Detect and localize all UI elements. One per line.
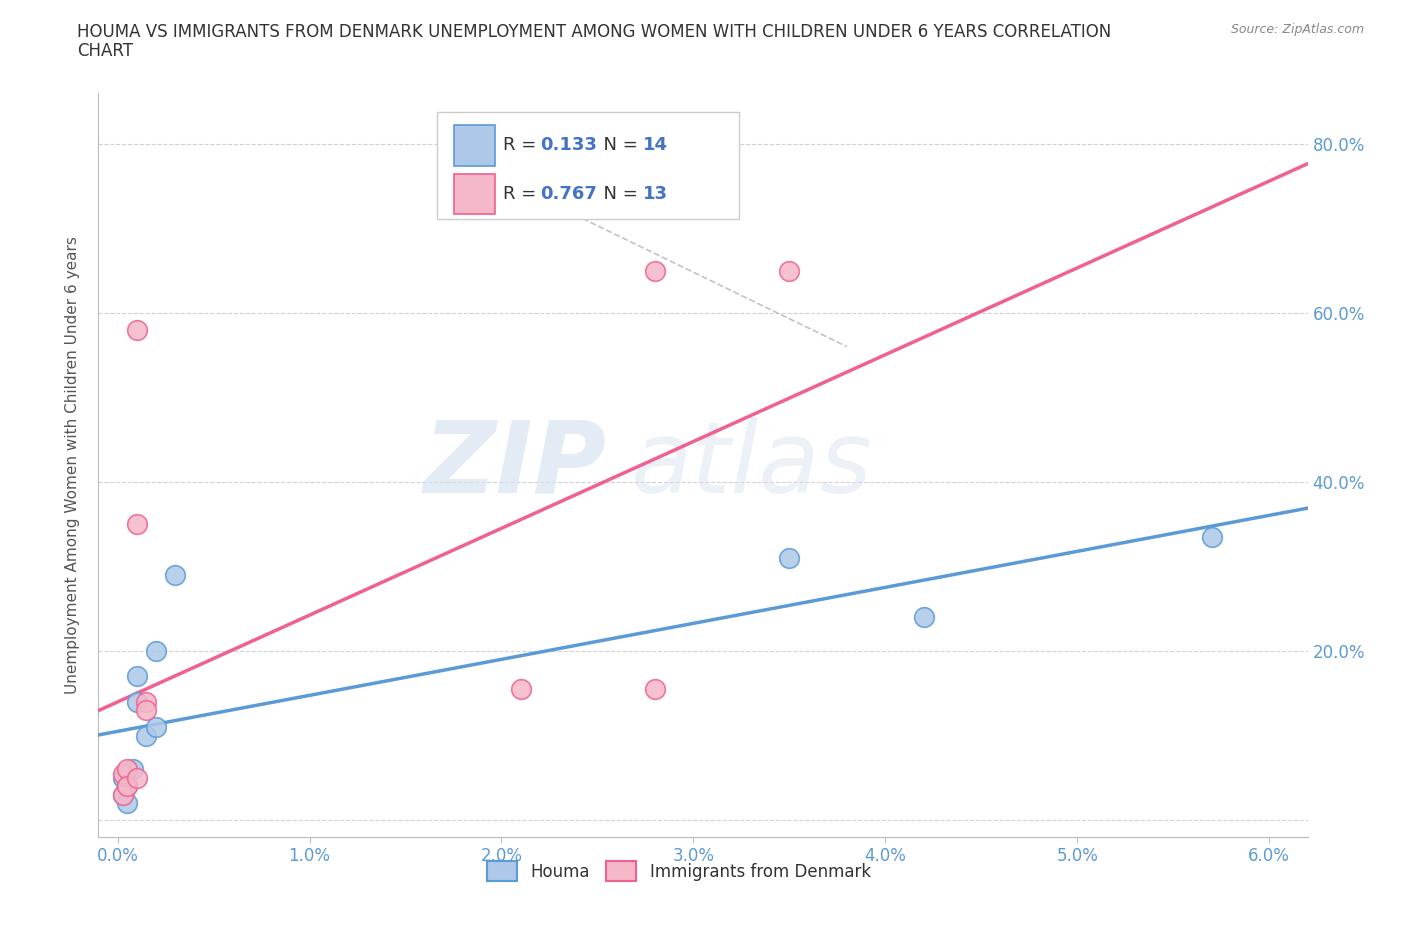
Point (122, 762, 145, 777)
Text: Source: ZipAtlas.com: Source: ZipAtlas.com (1230, 23, 1364, 36)
Point (509, 682, 531, 697)
Point (125, 770, 148, 785)
Point (778, 551, 800, 565)
Text: 13: 13 (643, 185, 668, 203)
Point (112, 788, 135, 803)
FancyBboxPatch shape (437, 112, 740, 219)
Text: N =: N = (592, 185, 644, 203)
Text: HOUMA VS IMMIGRANTS FROM DENMARK UNEMPLOYMENT AMONG WOMEN WITH CHILDREN UNDER 6 : HOUMA VS IMMIGRANTS FROM DENMARK UNEMPLO… (77, 23, 1112, 41)
Point (644, 682, 666, 697)
Legend: Houma, Immigrants from Denmark: Houma, Immigrants from Denmark (486, 861, 870, 881)
Point (112, 766, 135, 781)
Text: N =: N = (592, 137, 644, 154)
Point (644, 263, 666, 278)
Text: 0.767: 0.767 (540, 185, 596, 203)
Point (115, 762, 138, 777)
Point (145, 720, 167, 735)
Text: CHART: CHART (77, 42, 134, 60)
Point (135, 695, 157, 710)
FancyBboxPatch shape (454, 174, 495, 214)
Text: R =: R = (503, 185, 543, 203)
Point (115, 778, 138, 793)
Point (145, 644, 167, 658)
Point (1201, 529, 1223, 544)
Text: 0.133: 0.133 (540, 137, 596, 154)
Point (135, 728, 157, 743)
Point (125, 517, 148, 532)
FancyBboxPatch shape (454, 126, 495, 166)
Point (912, 610, 935, 625)
Point (115, 796, 138, 811)
Point (135, 703, 157, 718)
Point (165, 567, 187, 582)
Point (778, 263, 800, 278)
Point (125, 695, 148, 710)
Text: 14: 14 (643, 137, 668, 154)
Point (115, 778, 138, 793)
Text: R =: R = (503, 137, 543, 154)
Y-axis label: Unemployment Among Women with Children Under 6 years: Unemployment Among Women with Children U… (65, 236, 80, 694)
Point (125, 669, 148, 684)
Text: ZIP: ZIP (423, 417, 606, 513)
Text: atlas: atlas (630, 417, 872, 513)
Point (112, 788, 135, 803)
Point (125, 323, 148, 338)
Point (112, 770, 135, 785)
